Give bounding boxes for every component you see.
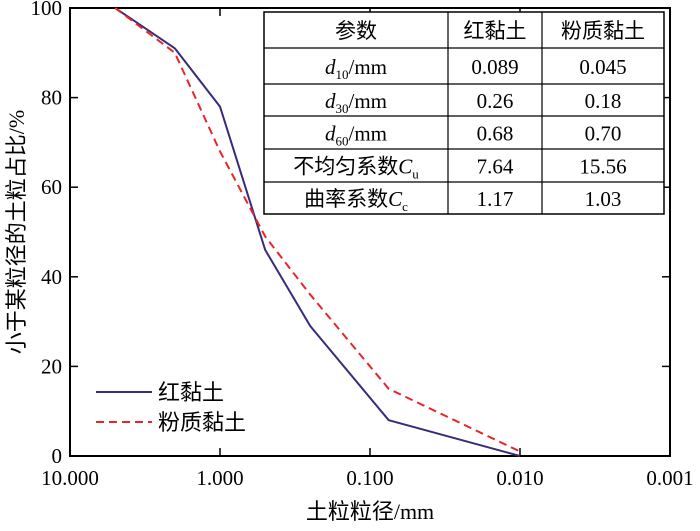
legend-label-2: 粉质黏土 — [158, 410, 246, 435]
table-header-cell: 参数 — [335, 19, 377, 43]
table-param-cell: 不均匀系数Cu — [293, 155, 419, 182]
param-subscript: 60 — [335, 134, 348, 149]
series-line-1 — [114, 7, 521, 457]
param-subscript: 10 — [335, 67, 348, 82]
param-unit: /mm — [348, 55, 387, 79]
series-layer — [114, 7, 521, 457]
table-header-cell: 红黏土 — [464, 19, 527, 43]
table-param-cell: d10/mm — [325, 55, 387, 82]
param-symbol: d — [325, 122, 336, 146]
table-param-cell: d30/mm — [325, 89, 387, 116]
table-value-silty-clay: 0.18 — [585, 89, 622, 113]
param-unit: /mm — [348, 89, 387, 113]
table-param-cell: d60/mm — [325, 122, 387, 149]
y-axis-title: 小于某粒径的土粒占比/% — [4, 110, 29, 354]
param-symbol: d — [325, 89, 336, 113]
table-value-red-clay: 0.26 — [477, 89, 514, 113]
param-symbol: d — [325, 55, 336, 79]
param-symbol: C — [388, 187, 403, 211]
y-tick-label: 60 — [41, 175, 62, 199]
table-value-red-clay: 0.68 — [477, 122, 514, 146]
table-value-red-clay: 7.64 — [477, 155, 514, 179]
table-frame — [263, 11, 665, 215]
table-param-cell: 曲率系数Cc — [304, 187, 408, 214]
param-subscript: c — [402, 199, 408, 214]
table-value-silty-clay: 0.045 — [579, 55, 626, 79]
table-value-red-clay: 0.089 — [471, 55, 518, 79]
y-tick-label: 20 — [41, 354, 62, 378]
table-value-red-clay: 1.17 — [477, 187, 514, 211]
param-unit: /mm — [348, 122, 387, 146]
legend-label-1: 红黏土 — [158, 380, 224, 405]
y-tick-label: 80 — [41, 86, 62, 110]
axis-ticks: 10.000 1.000 0.100 0.010 0.001 0 20 40 60 80 100 — [31, 0, 694, 490]
x-tick-label: 0.100 — [346, 466, 393, 490]
table-value-silty-clay: 1.03 — [585, 187, 622, 211]
x-tick-label: 10.000 — [41, 466, 99, 490]
param-prefix: 不均匀系数 — [293, 155, 398, 179]
table-value-silty-clay: 0.70 — [585, 122, 622, 146]
param-symbol: C — [398, 155, 413, 179]
y-tick-label: 40 — [41, 265, 62, 289]
table-header-cell: 粉质黏土 — [561, 19, 645, 43]
x-tick-label: 0.010 — [496, 466, 543, 490]
x-tick-label: 0.001 — [646, 466, 693, 490]
y-tick-label: 0 — [52, 444, 63, 468]
y-tick-label: 100 — [31, 0, 63, 20]
param-prefix: 曲率系数 — [304, 187, 388, 211]
param-subscript: u — [412, 167, 419, 182]
series-line-2 — [114, 7, 521, 453]
param-subscript: 30 — [335, 101, 348, 116]
x-tick-label: 1.000 — [196, 466, 243, 490]
x-axis-title: 土粒粒径/mm — [306, 499, 434, 524]
table-value-silty-clay: 15.56 — [579, 155, 626, 179]
